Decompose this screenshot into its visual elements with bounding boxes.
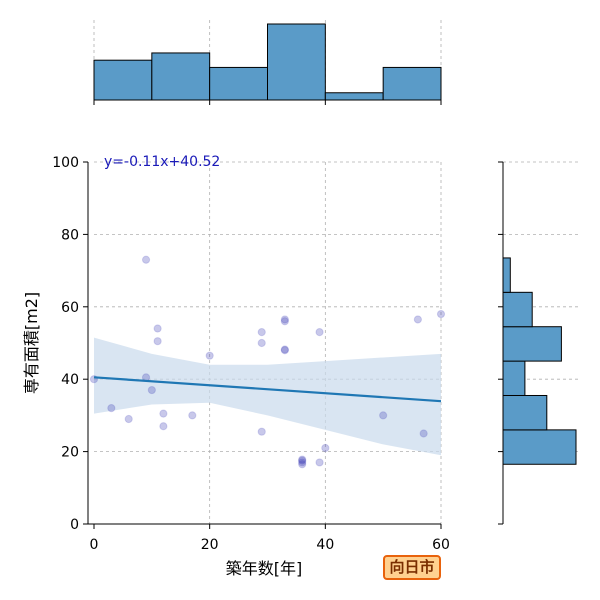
data-point	[159, 422, 168, 431]
main-axes: 0 20 40 60 0 20 40 60 80 100	[52, 155, 450, 553]
data-point	[315, 328, 324, 337]
y-marginal-histogram	[498, 161, 581, 525]
x-tick-label: 40	[316, 537, 334, 553]
city-badge: 向日市	[383, 555, 441, 580]
data-point	[321, 443, 330, 453]
data-point	[280, 346, 289, 355]
data-point	[159, 409, 168, 418]
right-hist-bar	[502, 326, 562, 362]
x-axis-title: 築年数[年]	[226, 559, 303, 578]
data-point	[298, 455, 307, 464]
top-hist-bar	[209, 66, 269, 101]
top-hist-bar	[267, 23, 326, 101]
data-point	[280, 345, 289, 354]
data-point	[124, 414, 133, 424]
data-point	[298, 456, 307, 465]
data-point	[153, 337, 162, 346]
scatter-points	[89, 255, 446, 469]
data-point	[141, 255, 151, 264]
regression-label: y=-0.11x+40.52	[104, 154, 220, 170]
y-tick-label: 0	[70, 517, 79, 533]
top-hist-bar	[382, 66, 442, 101]
data-point	[315, 458, 324, 467]
data-point	[280, 317, 289, 326]
confidence-band-area	[94, 337, 441, 456]
data-point	[153, 324, 162, 333]
top-hist-bar	[151, 52, 211, 101]
data-point	[147, 385, 156, 395]
x-marginal-histogram	[93, 20, 442, 105]
y-tick-label: 80	[61, 227, 79, 243]
right-hist-bar	[502, 360, 526, 396]
data-point	[257, 328, 266, 337]
x-tick-label: 60	[432, 537, 450, 553]
data-point	[257, 338, 266, 348]
data-point	[419, 429, 428, 438]
y-tick-label: 60	[61, 300, 79, 316]
confidence-band	[94, 337, 441, 456]
y-tick-label: 20	[61, 445, 79, 461]
data-point	[298, 460, 307, 469]
top-hist-bar	[93, 59, 153, 101]
right-hist-bar	[502, 429, 577, 465]
right-hist-bar	[502, 291, 533, 328]
data-point	[298, 458, 307, 467]
main-grid	[94, 161, 442, 524]
top-hist-bar	[324, 92, 384, 101]
data-point	[413, 315, 422, 324]
regression-line	[93, 376, 442, 403]
data-point	[257, 427, 266, 436]
data-point	[205, 351, 214, 360]
data-point	[436, 309, 446, 319]
x-tick-label: 20	[201, 537, 219, 553]
right-hist-bar	[502, 394, 548, 431]
y-axis-title: 専有面積[m2]	[22, 292, 41, 394]
y-tick-label: 40	[61, 372, 79, 388]
data-point	[280, 315, 289, 324]
regression-line-group	[93, 376, 442, 403]
right-hist-bar	[502, 257, 511, 293]
data-point	[379, 411, 388, 420]
x-tick-label: 0	[90, 537, 99, 553]
y-tick-label: 100	[52, 155, 79, 171]
data-point	[107, 404, 116, 413]
data-point	[188, 411, 197, 420]
